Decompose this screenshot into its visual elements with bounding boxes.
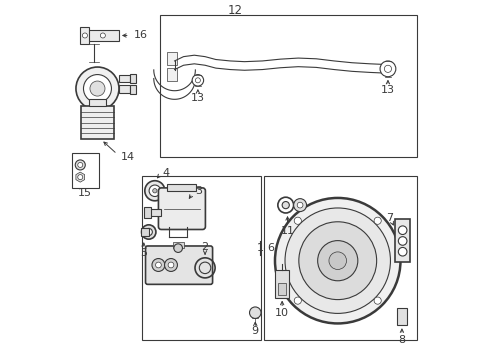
Text: 10: 10 [275, 309, 288, 318]
Circle shape [328, 252, 346, 270]
Bar [264, 176, 416, 339]
Circle shape [155, 262, 161, 268]
Text: 1: 1 [256, 243, 263, 253]
Bar [277, 283, 286, 295]
Circle shape [82, 33, 87, 38]
Circle shape [373, 297, 381, 304]
Circle shape [144, 181, 164, 201]
Circle shape [297, 202, 303, 208]
Bar [81, 30, 119, 41]
Text: 2: 2 [201, 242, 208, 252]
Circle shape [78, 162, 82, 167]
Circle shape [145, 228, 152, 235]
Text: 14: 14 [121, 152, 135, 162]
Bar [72, 153, 99, 188]
Bar [144, 207, 150, 218]
Circle shape [282, 202, 289, 209]
Circle shape [192, 75, 203, 86]
Text: 4: 4 [163, 168, 169, 178]
Circle shape [294, 297, 301, 304]
Bar [88, 99, 106, 107]
Circle shape [142, 225, 156, 239]
Text: 15: 15 [78, 188, 92, 198]
Text: 7: 7 [386, 213, 392, 222]
Bar [80, 27, 88, 44]
Bar [129, 85, 136, 94]
Text: 13: 13 [190, 93, 204, 103]
Circle shape [164, 258, 177, 271]
Circle shape [174, 244, 182, 252]
Circle shape [277, 197, 293, 213]
Bar [81, 107, 114, 139]
Circle shape [195, 78, 200, 83]
Circle shape [317, 240, 357, 281]
Bar [119, 75, 129, 82]
Bar [160, 15, 416, 157]
Circle shape [285, 208, 389, 314]
Text: 13: 13 [380, 85, 394, 95]
Circle shape [398, 247, 406, 256]
Bar [140, 228, 148, 235]
Bar [274, 270, 289, 298]
Circle shape [100, 33, 105, 38]
Text: 12: 12 [227, 4, 243, 17]
Bar [119, 85, 129, 93]
Text: 3: 3 [195, 186, 202, 197]
Text: 6: 6 [266, 243, 273, 253]
Text: 11: 11 [280, 226, 294, 236]
Circle shape [249, 307, 261, 319]
Text: 9: 9 [251, 326, 258, 336]
Circle shape [294, 217, 301, 224]
Bar [394, 220, 409, 262]
Circle shape [293, 199, 306, 212]
FancyBboxPatch shape [158, 188, 205, 229]
Circle shape [398, 226, 406, 234]
Circle shape [152, 258, 164, 271]
Circle shape [83, 75, 111, 103]
Text: 16: 16 [134, 31, 148, 40]
Circle shape [373, 217, 381, 224]
Circle shape [384, 65, 391, 72]
Circle shape [76, 67, 119, 110]
FancyBboxPatch shape [145, 246, 212, 284]
Circle shape [168, 262, 174, 268]
Circle shape [379, 61, 395, 77]
Text: 5: 5 [140, 248, 146, 258]
Bar [166, 51, 176, 65]
Circle shape [90, 81, 105, 96]
Bar [166, 68, 176, 81]
Bar [129, 74, 136, 83]
Circle shape [149, 185, 160, 197]
Circle shape [398, 237, 406, 245]
Bar [167, 184, 196, 191]
Bar [172, 242, 183, 248]
Circle shape [274, 198, 400, 323]
Circle shape [75, 160, 85, 170]
Bar [142, 176, 260, 339]
Bar [147, 209, 161, 216]
Text: 8: 8 [398, 334, 405, 345]
Bar [396, 308, 406, 325]
Circle shape [298, 222, 376, 300]
Circle shape [78, 175, 82, 180]
Polygon shape [76, 172, 84, 182]
Circle shape [152, 189, 157, 193]
